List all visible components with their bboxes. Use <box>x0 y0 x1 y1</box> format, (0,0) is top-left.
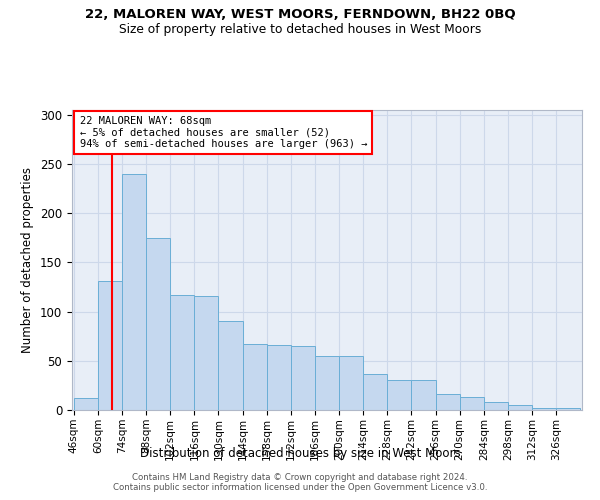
Bar <box>436 394 460 410</box>
Bar <box>532 408 556 410</box>
Text: 22, MALOREN WAY, WEST MOORS, FERNDOWN, BH22 0BQ: 22, MALOREN WAY, WEST MOORS, FERNDOWN, B… <box>85 8 515 20</box>
Bar <box>315 356 339 410</box>
Bar <box>508 405 532 410</box>
Bar <box>339 356 363 410</box>
Bar <box>412 380 436 410</box>
Bar <box>194 296 218 410</box>
Y-axis label: Number of detached properties: Number of detached properties <box>22 167 34 353</box>
Bar <box>266 345 291 410</box>
Bar <box>291 346 315 410</box>
Bar <box>556 408 580 410</box>
Bar <box>98 281 122 410</box>
Bar <box>74 398 98 410</box>
Text: Contains HM Land Registry data © Crown copyright and database right 2024.
Contai: Contains HM Land Registry data © Crown c… <box>113 473 487 492</box>
Text: Size of property relative to detached houses in West Moors: Size of property relative to detached ho… <box>119 22 481 36</box>
Bar <box>484 402 508 410</box>
Bar <box>388 380 412 410</box>
Bar <box>363 374 388 410</box>
Bar <box>218 322 242 410</box>
Bar <box>170 295 194 410</box>
Bar <box>122 174 146 410</box>
Bar <box>242 344 266 410</box>
Bar <box>460 397 484 410</box>
Bar <box>146 238 170 410</box>
Text: Distribution of detached houses by size in West Moors: Distribution of detached houses by size … <box>140 448 460 460</box>
Text: 22 MALOREN WAY: 68sqm
← 5% of detached houses are smaller (52)
94% of semi-detac: 22 MALOREN WAY: 68sqm ← 5% of detached h… <box>80 116 367 149</box>
